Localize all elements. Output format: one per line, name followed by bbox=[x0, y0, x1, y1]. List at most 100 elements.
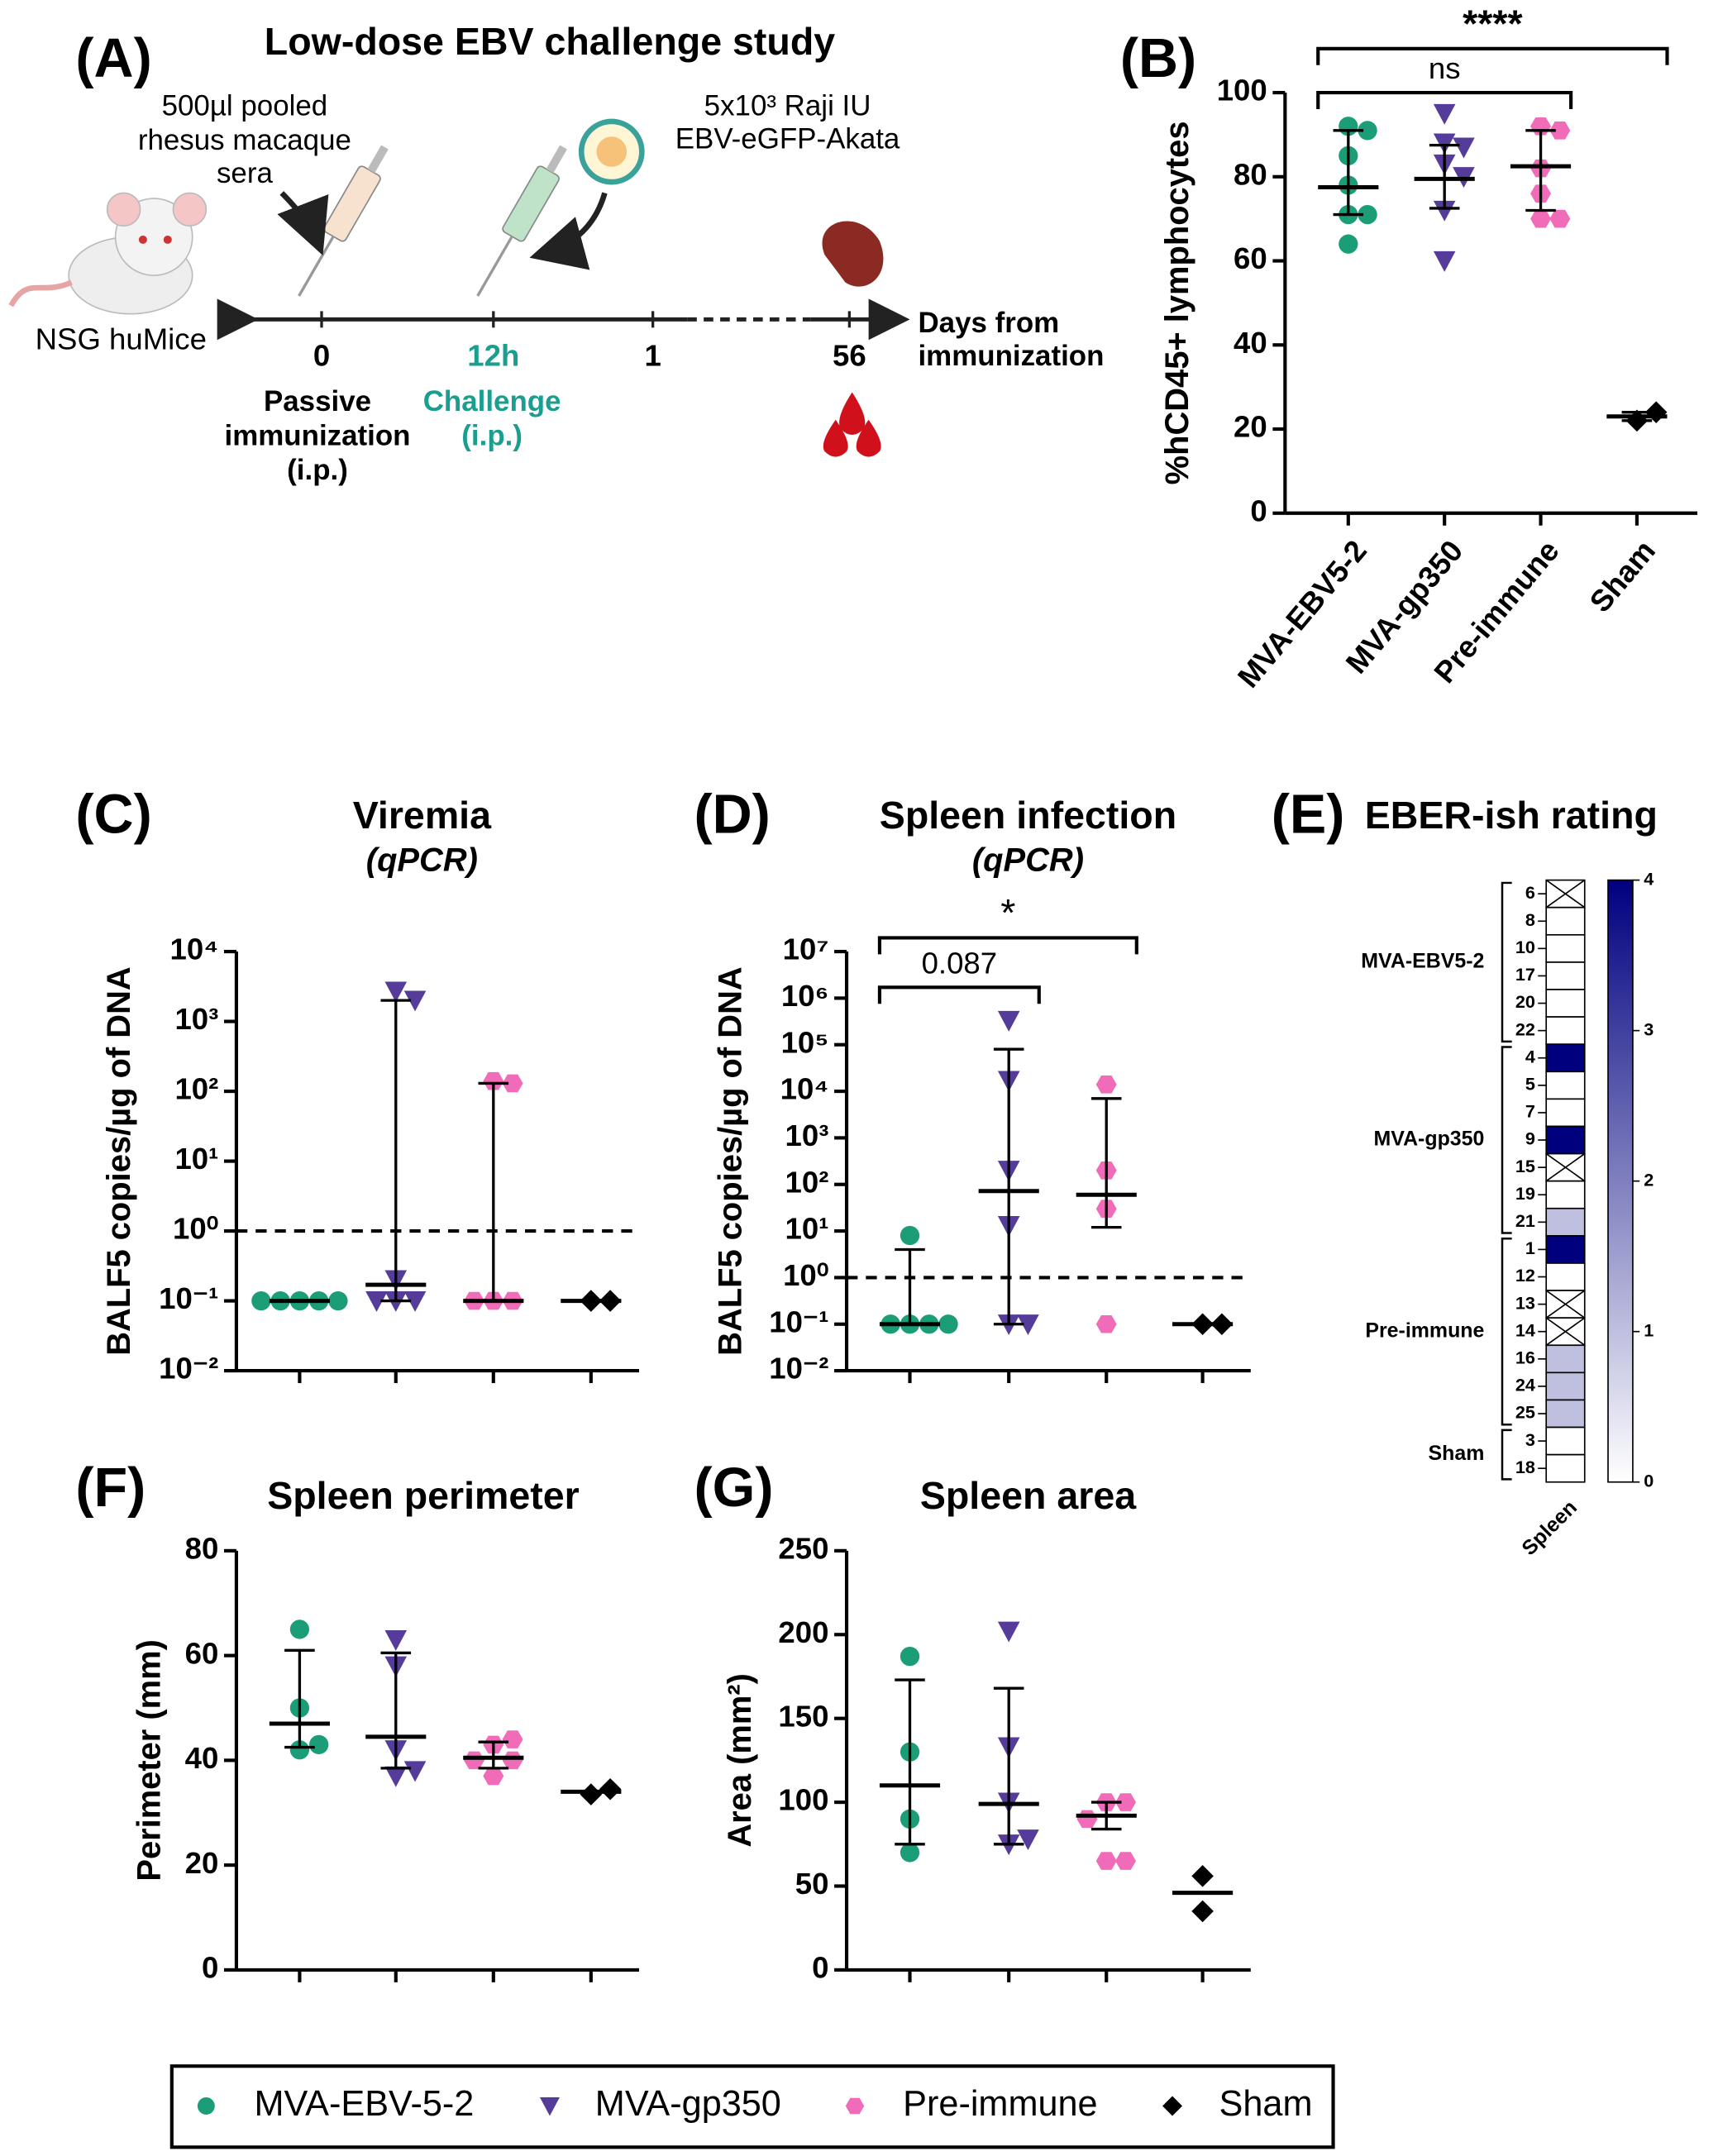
row-label: 4 bbox=[1525, 1046, 1535, 1066]
sera-label: sera bbox=[217, 157, 273, 189]
significance-label: ns bbox=[1429, 51, 1461, 85]
axis-label: immunization bbox=[918, 340, 1104, 372]
y-tick-label: 10⁰ bbox=[173, 1212, 219, 1246]
time-label: 1 bbox=[644, 339, 661, 373]
chart-title: Spleen area bbox=[920, 1474, 1137, 1517]
heat-cell bbox=[1545, 933, 1586, 963]
panel-letter: (B) bbox=[1120, 28, 1196, 89]
time-label: 12h bbox=[467, 339, 519, 373]
row-label: 19 bbox=[1515, 1183, 1535, 1204]
heat-cell bbox=[1545, 1180, 1586, 1209]
heat-cell bbox=[1545, 1098, 1586, 1128]
point bbox=[464, 1751, 484, 1770]
row-label: 13 bbox=[1515, 1292, 1535, 1313]
point bbox=[1339, 234, 1358, 254]
row-label: 10 bbox=[1515, 937, 1535, 957]
y-tick-label: 40 bbox=[1234, 326, 1267, 360]
legend-label: Sham bbox=[1219, 2084, 1313, 2124]
chart-title: EBER-ish rating bbox=[1365, 794, 1658, 837]
y-tick-label: 20 bbox=[1234, 410, 1267, 444]
point bbox=[251, 1290, 271, 1311]
point bbox=[997, 1621, 1020, 1643]
row-label: 22 bbox=[1515, 1018, 1535, 1039]
virus-icon bbox=[578, 118, 645, 185]
chart-subtitle: (qPCR) bbox=[366, 842, 478, 879]
row-label: 15 bbox=[1515, 1156, 1535, 1176]
heat-cell bbox=[1545, 1399, 1586, 1429]
y-axis-label: Area (mm²) bbox=[722, 1673, 758, 1847]
significance-bracket bbox=[877, 936, 1138, 955]
y-tick-label: 10¹ bbox=[174, 1142, 218, 1176]
row-label: 7 bbox=[1525, 1101, 1535, 1122]
colorbar-tick-label: 1 bbox=[1644, 1319, 1654, 1340]
y-tick-label: 10³ bbox=[174, 1002, 218, 1036]
y-tick-label: 0 bbox=[812, 1951, 828, 1985]
y-tick-label: 10⁵ bbox=[781, 1025, 829, 1059]
y-tick-label: 10⁻² bbox=[769, 1352, 828, 1386]
heat-cell bbox=[1545, 1371, 1586, 1401]
axis-label: Days from bbox=[918, 307, 1059, 339]
point bbox=[900, 1647, 920, 1667]
point bbox=[1017, 1314, 1039, 1336]
arrow bbox=[529, 192, 608, 270]
y-tick-label: 0 bbox=[1250, 494, 1267, 527]
row-label: 5 bbox=[1525, 1074, 1535, 1095]
y-tick-label: 60 bbox=[185, 1636, 219, 1670]
significance-bracket bbox=[877, 985, 1041, 1004]
chart-subtitle: (qPCR) bbox=[972, 842, 1084, 879]
point bbox=[309, 1734, 329, 1755]
panel-letter: (E) bbox=[1272, 784, 1345, 845]
x-tick-label: MVA-EBV5-2 bbox=[1231, 534, 1373, 694]
y-tick-label: 100 bbox=[1217, 74, 1267, 107]
y-axis-label: BALF5 copies/µg of DNA bbox=[101, 966, 137, 1355]
group-bracket bbox=[1501, 881, 1512, 1043]
time-label: 0 bbox=[313, 339, 330, 373]
point bbox=[502, 1751, 523, 1770]
point bbox=[1358, 204, 1377, 225]
point bbox=[1453, 137, 1475, 159]
y-tick-label: 10² bbox=[785, 1165, 829, 1199]
y-tick-label: 10¹ bbox=[785, 1212, 829, 1246]
legend-marker bbox=[1162, 2096, 1182, 2116]
sera-label: 500µl pooled bbox=[162, 90, 328, 122]
missing-cross bbox=[1545, 1290, 1586, 1319]
heat-cell bbox=[1545, 1344, 1586, 1374]
row-label: 21 bbox=[1515, 1210, 1535, 1231]
point bbox=[384, 1629, 408, 1651]
group-label: Pre-immune bbox=[1365, 1319, 1484, 1342]
point bbox=[1115, 1793, 1136, 1811]
y-tick-label: 40 bbox=[185, 1741, 219, 1775]
legend-label: MVA-gp350 bbox=[595, 2084, 781, 2124]
y-tick-label: 250 bbox=[778, 1532, 828, 1566]
group-label: MVA-EBV5-2 bbox=[1361, 949, 1484, 972]
heat-cell bbox=[1545, 989, 1586, 1018]
heat-cell bbox=[1545, 1235, 1586, 1264]
point bbox=[483, 1071, 504, 1090]
panel-letter: (C) bbox=[75, 784, 151, 845]
point bbox=[1017, 1829, 1039, 1851]
y-tick-label: 60 bbox=[1234, 241, 1267, 275]
colorbar-tick-label: 3 bbox=[1644, 1018, 1654, 1039]
point bbox=[938, 1314, 958, 1334]
heat-cell bbox=[1545, 906, 1586, 936]
y-tick-label: 0 bbox=[202, 1951, 218, 1985]
group-label: Sham bbox=[1429, 1442, 1485, 1465]
significance-label: * bbox=[1000, 891, 1015, 934]
colorbar-tick-label: 0 bbox=[1644, 1470, 1654, 1491]
arrow bbox=[277, 191, 329, 255]
group-bracket bbox=[1501, 1237, 1512, 1426]
legend-label: MVA-EBV-5-2 bbox=[255, 2084, 475, 2124]
row-label: 12 bbox=[1515, 1265, 1535, 1285]
event-label: Challenge bbox=[423, 385, 561, 417]
legend-label: Pre-immune bbox=[903, 2084, 1097, 2124]
point bbox=[1076, 1810, 1098, 1829]
heat-cell bbox=[1545, 1207, 1586, 1237]
point bbox=[403, 990, 427, 1012]
colorbar-tick-label: 4 bbox=[1644, 868, 1654, 889]
row-label: 8 bbox=[1525, 909, 1535, 930]
heat-cell bbox=[1545, 1426, 1586, 1456]
y-tick-label: 10⁷ bbox=[783, 933, 829, 966]
colorbar-tick-label: 2 bbox=[1644, 1169, 1654, 1190]
point bbox=[1433, 200, 1456, 222]
point bbox=[900, 1225, 920, 1246]
